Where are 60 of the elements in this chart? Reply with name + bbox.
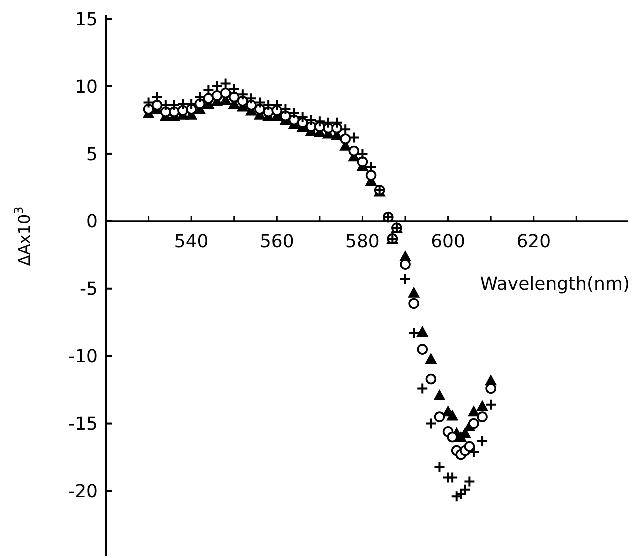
point	[464, 441, 476, 452]
point	[151, 91, 164, 104]
point	[408, 286, 420, 298]
point	[426, 374, 437, 385]
point	[468, 406, 480, 417]
point	[340, 134, 352, 145]
point	[262, 99, 275, 112]
point	[400, 273, 412, 286]
point	[348, 132, 360, 144]
point	[468, 418, 480, 430]
point	[202, 84, 215, 97]
y-tick-label: -10	[68, 346, 98, 368]
point	[447, 432, 458, 443]
point	[212, 90, 223, 102]
x-tick-label: 620	[516, 231, 552, 252]
point	[417, 344, 428, 355]
x-tick-label: 580	[346, 231, 380, 252]
point	[365, 161, 378, 174]
point	[314, 116, 326, 128]
point	[434, 412, 446, 422]
point	[357, 156, 368, 168]
point	[356, 148, 369, 160]
point	[160, 99, 172, 112]
point	[476, 400, 489, 412]
point	[416, 326, 429, 338]
x-tick-label: 560	[260, 231, 294, 252]
x-axis-title: Wavelength(nm)	[480, 274, 630, 295]
point	[408, 327, 420, 340]
point	[152, 100, 163, 111]
point	[168, 99, 180, 112]
point	[348, 146, 360, 157]
point	[322, 116, 334, 129]
point	[408, 298, 420, 310]
y-tick-label: 15	[75, 9, 98, 30]
point	[366, 170, 377, 181]
y-tick-label: 10	[75, 76, 98, 98]
point	[476, 435, 489, 448]
point	[416, 382, 429, 395]
y-tick-label: 5	[86, 144, 98, 166]
point	[143, 104, 154, 115]
y-tick-label: -5	[80, 279, 98, 300]
point	[434, 460, 446, 473]
point	[220, 88, 232, 99]
point	[142, 96, 155, 109]
x-tick-label: 540	[174, 231, 209, 252]
point	[228, 92, 240, 103]
point	[459, 484, 472, 496]
point	[194, 91, 206, 104]
point	[434, 389, 446, 400]
y-tick-label: 0	[86, 212, 98, 233]
point	[477, 412, 488, 422]
point	[485, 398, 498, 411]
point	[446, 410, 459, 421]
point	[464, 476, 476, 488]
point	[425, 418, 438, 430]
x-tick-label: 600	[431, 231, 466, 252]
point	[425, 353, 438, 364]
y-tick-label: -20	[68, 482, 98, 503]
point	[305, 114, 318, 126]
y-tick-label: -15	[68, 414, 98, 436]
